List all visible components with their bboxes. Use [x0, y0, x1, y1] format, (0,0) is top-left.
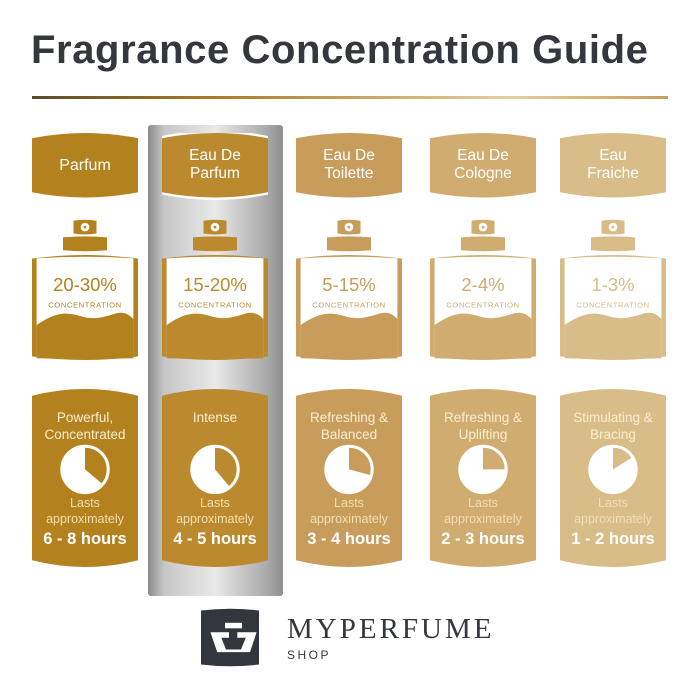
svg-text:CONCENTRATION: CONCENTRATION — [48, 300, 121, 309]
svg-text:CONCENTRATION: CONCENTRATION — [312, 300, 385, 309]
svg-text:15-20%: 15-20% — [183, 274, 247, 295]
svg-text:1-3%: 1-3% — [591, 274, 634, 295]
svg-text:5-15%: 5-15% — [322, 274, 375, 295]
svg-text:CONCENTRATION: CONCENTRATION — [178, 300, 251, 309]
svg-text:CONCENTRATION: CONCENTRATION — [576, 300, 649, 309]
svg-text:2-4%: 2-4% — [461, 274, 504, 295]
svg-text:CONCENTRATION: CONCENTRATION — [446, 300, 519, 309]
svg-text:20-30%: 20-30% — [53, 274, 117, 295]
